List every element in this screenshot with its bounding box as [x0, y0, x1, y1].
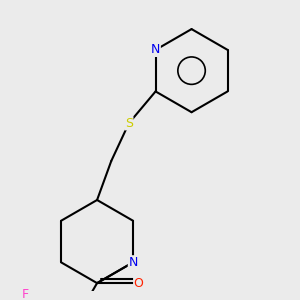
Text: N: N	[128, 256, 138, 269]
Text: S: S	[125, 117, 133, 130]
Text: O: O	[134, 277, 144, 290]
Text: N: N	[151, 44, 160, 56]
Text: F: F	[22, 288, 29, 300]
